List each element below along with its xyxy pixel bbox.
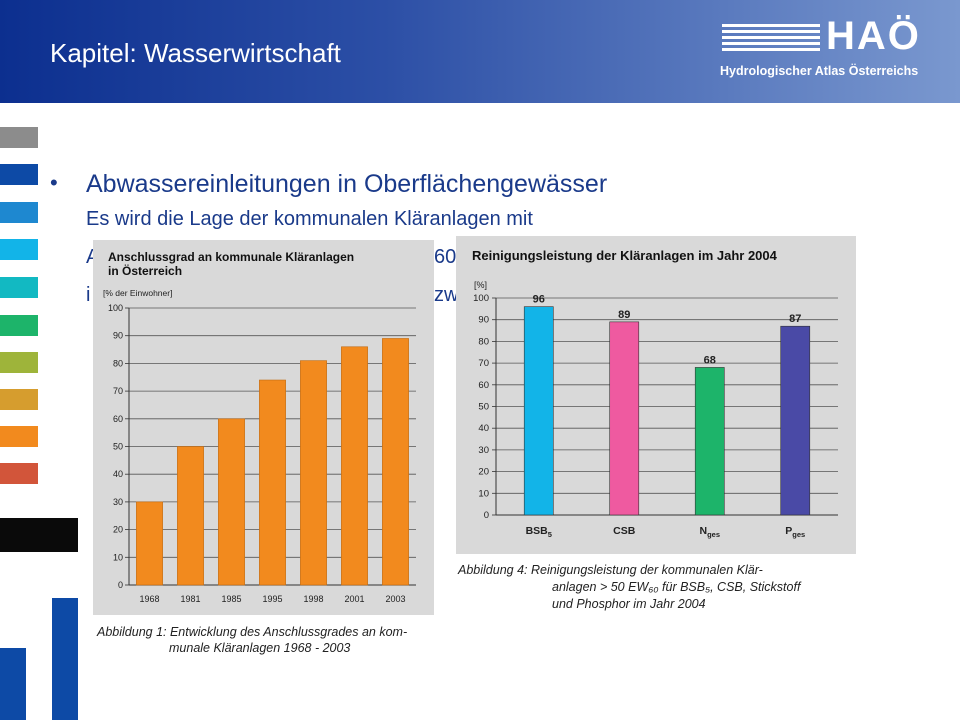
chart-anschlussgrad: [% der Einwohner] 0 10 20 30 40 50 60 70 80 90 100 1… <box>103 288 416 604</box>
sidebar-black-bar <box>0 518 78 552</box>
chart-2-bar <box>523 306 554 516</box>
chart-1-y-tick-label: 70 <box>113 386 123 396</box>
figure-1-title-line-2: in Österreich <box>108 264 183 278</box>
sidebar-color-square-10 <box>0 463 38 484</box>
header-banner: Kapitel: Wasserwirtschaft HAÖ Hydrologis… <box>0 0 960 103</box>
chart-2-x-tick-label: CSB <box>613 525 636 537</box>
logo-stripes <box>722 24 820 58</box>
chart-1-bar <box>177 446 204 586</box>
chart-1-y-axis-label: [% der Einwohner] <box>103 288 172 298</box>
figure-2-caption-line-2: anlagen > 50 EW₆₀ für BSB₅, CSB, Stickst… <box>552 580 801 594</box>
chart-2-y-tick-label: 0 <box>484 510 489 521</box>
chart-1-y-tick-label: 60 <box>113 414 123 424</box>
chart-1-bar <box>300 360 327 586</box>
body-text-line-3-left: i <box>86 284 91 306</box>
chart-1-bar <box>382 338 409 586</box>
body-text-line-3-right: zw <box>434 284 459 306</box>
chart-2-x-tick-label: Nges <box>699 525 720 539</box>
sidebar-color-square-7 <box>0 352 38 373</box>
chart-1-bar <box>218 418 245 586</box>
chart-1-y-tick-label: 40 <box>113 469 123 479</box>
sidebar-color-square-3 <box>0 202 38 223</box>
chart-2-data-label: 96 <box>533 294 545 306</box>
sidebar-color-square-1 <box>0 127 38 148</box>
chart-1-x-tick-label: 1985 <box>221 594 241 604</box>
figure-2-caption-line-3: und Phosphor im Jahr 2004 <box>552 597 706 611</box>
bullet-icon: • <box>50 170 58 195</box>
chart-1-x-tick-label: 2003 <box>385 594 405 604</box>
chart-2-x-tick-label: Pges <box>785 525 805 539</box>
chart-1-x-tick-label: 1995 <box>262 594 282 604</box>
sidebar-blue-bar-lower <box>0 648 26 720</box>
figure-1-caption-line-1: Abbildung 1: Entwicklung des Anschlussgr… <box>97 625 408 639</box>
chart-reinigungsleistung: [%] 0 10 20 30 40 50 60 70 80 90 100 96 BSB5 89 CSB 68 Ng… <box>473 280 838 539</box>
chart-2-data-label: 87 <box>789 313 801 325</box>
sidebar-color-square-9 <box>0 426 38 447</box>
chart-1-bar <box>259 379 286 586</box>
chart-2-bar <box>780 325 811 516</box>
logo-subtitle: Hydrologischer Atlas Österreichs <box>720 64 919 78</box>
chart-2-x-tick-label: BSB5 <box>526 525 552 539</box>
chart-2-y-tick-label: 50 <box>478 402 489 413</box>
figure-1-title-line-1: Anschlussgrad an kommunale Kläranlagen <box>108 250 355 264</box>
chart-2-y-tick-label: 60 <box>478 380 489 391</box>
logo-text: HAÖ <box>826 14 921 58</box>
chart-1-y-tick-label: 90 <box>113 331 123 341</box>
chart-2-bar <box>694 367 725 516</box>
chart-2-y-tick-label: 70 <box>478 358 489 369</box>
chart-1-bar <box>136 501 163 586</box>
chart-1-x-tick-label: 1998 <box>303 594 323 604</box>
chart-2-bar <box>609 321 640 516</box>
chart-2-data-label: 68 <box>704 354 716 366</box>
chart-2-y-tick-label: 40 <box>478 423 489 434</box>
chart-2-y-tick-label: 30 <box>478 445 489 456</box>
body-text-line-2-right: 60 <box>434 246 457 268</box>
figure-2-caption-line-1: Abbildung 4: Reinigungsleistung der komm… <box>458 563 763 577</box>
figure-2: Reinigungsleistung der Kläranlagen im Ja… <box>456 236 856 616</box>
sidebar-color-square-2 <box>0 164 38 185</box>
chart-2-y-axis-label: [%] <box>474 280 487 290</box>
sidebar-color-square-4 <box>0 239 38 260</box>
chart-1-y-tick-label: 50 <box>113 442 123 452</box>
chart-1-x-tick-label: 2001 <box>344 594 364 604</box>
chart-1-y-tick-label: 20 <box>113 525 123 535</box>
section-heading: Abwassereinleitungen in Oberflächengewäs… <box>86 170 608 198</box>
chart-1-bar <box>341 346 368 586</box>
figure-1: Anschlussgrad an kommunale Kläranlagen i… <box>93 240 434 656</box>
figure-2-title: Reinigungsleistung der Kläranlagen im Ja… <box>472 248 777 263</box>
chart-2-data-label: 89 <box>618 309 630 321</box>
chart-1-y-tick-label: 10 <box>113 552 123 562</box>
chart-2-y-tick-label: 10 <box>478 488 489 499</box>
chart-2-y-tick-label: 80 <box>478 336 489 347</box>
page-title: Kapitel: Wasserwirtschaft <box>50 38 341 68</box>
chart-1-x-tick-label: 1968 <box>139 594 159 604</box>
sidebar-color-square-5 <box>0 277 38 298</box>
chart-1-y-tick-label: 100 <box>108 303 123 313</box>
chart-1-y-tick-label: 80 <box>113 358 123 368</box>
sidebar-color-square-6 <box>0 315 38 336</box>
chart-2-y-tick-label: 20 <box>478 467 489 478</box>
chart-2-y-tick-label: 100 <box>473 293 489 304</box>
sidebar-color-square-8 <box>0 389 38 410</box>
figure-1-caption-line-2: munale Kläranlagen 1968 - 2003 <box>169 641 351 655</box>
sidebar-blue-bar-vertical <box>52 598 78 720</box>
body-text-line-1: Es wird die Lage der kommunalen Kläranla… <box>86 208 533 230</box>
chart-1-y-tick-label: 0 <box>118 580 123 590</box>
chart-2-y-tick-label: 90 <box>478 315 489 326</box>
chart-1-y-tick-label: 30 <box>113 497 123 507</box>
chart-1-x-tick-label: 1981 <box>180 594 200 604</box>
